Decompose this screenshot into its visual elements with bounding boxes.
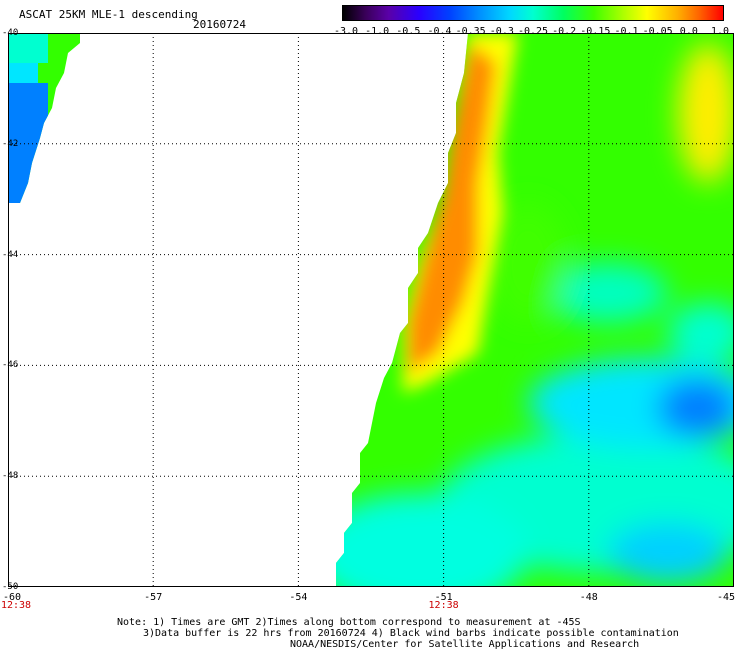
latitude-label: -46 <box>2 360 19 371</box>
time-label: 12:38 <box>0 600 32 611</box>
graticule <box>8 33 734 587</box>
colorbar-label: -0.2 <box>552 26 577 37</box>
swath-map <box>8 33 734 587</box>
colorbar-label: -0.5 <box>396 26 421 37</box>
colorbar-label: -1.0 <box>365 26 390 37</box>
swath-right <box>336 33 734 587</box>
longitude-label: -51 <box>434 592 453 603</box>
latitude-label: -48 <box>2 471 19 482</box>
longitude-label: -48 <box>579 592 598 603</box>
colorbar-label: 0.0 <box>679 26 698 37</box>
colorbar-label: -0.3 <box>489 26 514 37</box>
map-date: 20160724 <box>193 18 246 31</box>
colorbar-label: -0.15 <box>580 26 611 37</box>
swath-left <box>8 33 80 203</box>
longitude-label: -57 <box>144 592 163 603</box>
colorbar-label: -0.4 <box>427 26 452 37</box>
map-frame <box>8 33 734 587</box>
map-title: ASCAT 25KM MLE-1 descending <box>19 8 198 21</box>
colorbar-label: -0.1 <box>614 26 639 37</box>
colorbar-label: -3.0 <box>333 26 359 37</box>
latitude-label: -50 <box>2 582 19 592</box>
colorbar-label: 1.0 <box>710 26 730 37</box>
note-line-3: NOAA/NESDIS/Center for Satellite Applica… <box>290 639 640 650</box>
note-line-1: Note: 1) Times are GMT 2)Times along bot… <box>117 617 581 628</box>
time-label: 12:38 <box>428 600 459 611</box>
colorbar-label: -0.35 <box>455 26 486 37</box>
colorbar <box>342 5 724 21</box>
latitude-label: -40 <box>2 28 19 38</box>
colorbar-label: -0.25 <box>517 26 549 37</box>
latitude-label: -42 <box>2 138 19 149</box>
latitude-label: -44 <box>2 249 19 260</box>
note-line-2: 3)Data buffer is 22 hrs from 20160724 4)… <box>143 628 679 639</box>
longitude-label: -60 <box>2 592 22 603</box>
longitude-label: -54 <box>289 592 308 603</box>
colorbar-label: -0.05 <box>642 26 673 37</box>
longitude-label: -45 <box>716 592 736 603</box>
